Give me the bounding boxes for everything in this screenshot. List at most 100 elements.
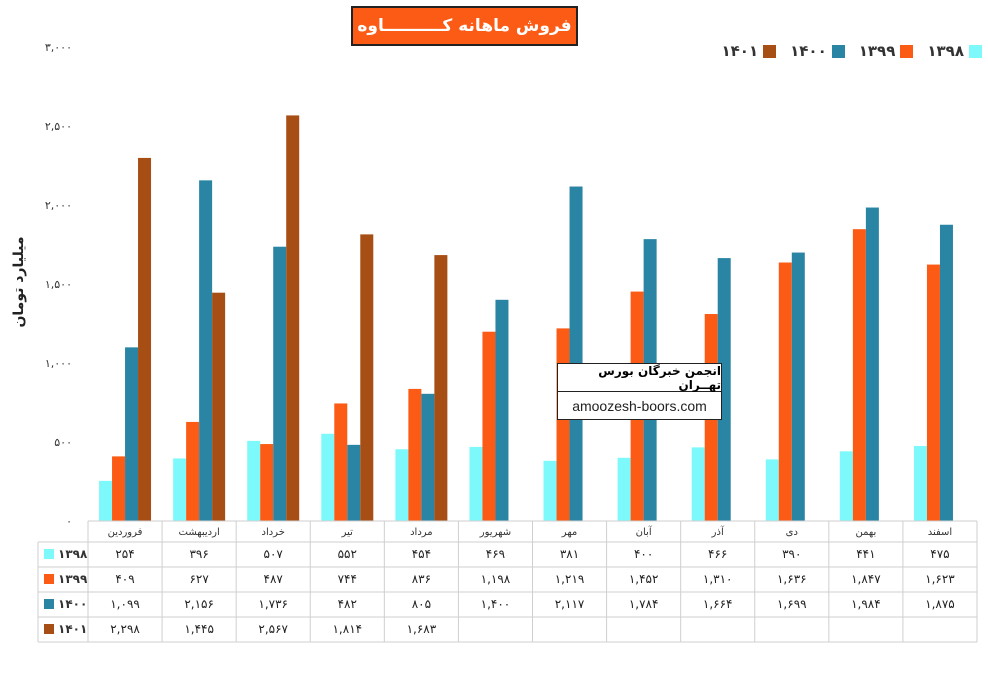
- data-label: ۸۳۶: [412, 572, 431, 586]
- bar: [186, 421, 200, 521]
- data-label: ۷۴۴: [338, 572, 357, 586]
- legend-item-1401: ۱۴۰۱: [722, 42, 777, 60]
- x-tick-label: شهریور: [479, 527, 511, 538]
- y-axis-label: میلیارد تومان: [11, 236, 27, 328]
- bar: [334, 403, 348, 521]
- table-legend-swatch: [44, 549, 54, 559]
- bar: [495, 299, 509, 521]
- table-legend-swatch: [44, 599, 54, 609]
- bar: [360, 234, 374, 521]
- bar: [99, 480, 113, 521]
- data-label: ۲,۱۵۶: [184, 597, 214, 611]
- bar: [913, 445, 927, 521]
- bar: [839, 451, 853, 521]
- data-label: ۶۲۷: [189, 572, 209, 586]
- bar: [260, 444, 274, 521]
- data-label: ۴۶۶: [708, 547, 727, 561]
- bar: [617, 457, 631, 521]
- bar: [112, 456, 126, 521]
- data-label: ۴۴۱: [856, 547, 875, 561]
- legend-label-1401: ۱۴۰۱: [721, 42, 759, 60]
- bar: [865, 207, 879, 521]
- x-tick-label: مرداد: [410, 527, 433, 538]
- watermark: انجمن خبرگان بورس تهــران amoozesh-boors…: [557, 363, 722, 420]
- data-label: ۸۰۵: [412, 597, 431, 611]
- legend-label-1399: ۱۳۹۹: [858, 42, 896, 60]
- legend-swatch-1401: [763, 44, 777, 58]
- x-tick-label: تیر: [341, 527, 354, 538]
- bar: [569, 186, 583, 521]
- bar: [765, 459, 779, 521]
- data-label: ۱,۶۸۳: [407, 622, 437, 636]
- bar: [691, 447, 705, 521]
- bar: [321, 433, 335, 521]
- data-label: ۱,۴۴۵: [184, 622, 214, 636]
- x-tick-label: فروردین: [108, 527, 143, 538]
- bar: [434, 255, 448, 521]
- data-label: ۱,۶۲۳: [925, 572, 955, 586]
- data-label: ۱,۲۱۹: [555, 572, 585, 586]
- data-label: ۱,۸۱۴: [332, 622, 362, 636]
- table-series-label: ۱۳۹۹: [58, 572, 88, 586]
- bar: [347, 444, 361, 521]
- bar: [852, 229, 866, 521]
- x-tick-label: اردیبهشت: [179, 527, 220, 538]
- x-tick-label: مهر: [561, 527, 577, 538]
- data-label: ۱,۸۴۷: [851, 572, 881, 586]
- data-label: ۳۸۱: [560, 547, 579, 561]
- legend-item-1400: ۱۴۰۰: [790, 42, 845, 60]
- watermark-url: amoozesh-boors.com: [572, 398, 707, 414]
- y-tick-label: ۰: [66, 515, 72, 528]
- data-label: ۱,۷۳۶: [258, 597, 288, 611]
- bar: [469, 446, 483, 521]
- bar: [173, 458, 187, 521]
- bar: [717, 258, 731, 521]
- bar: [791, 252, 805, 522]
- bar: [125, 347, 139, 521]
- bar: [395, 449, 409, 521]
- data-label: ۳۹۰: [782, 547, 801, 561]
- data-label: ۲,۱۱۷: [555, 597, 585, 611]
- data-label: ۱,۱۹۸: [481, 572, 511, 586]
- data-label: ۱,۳۱۰: [703, 572, 733, 586]
- bar: [273, 246, 287, 521]
- bar: [421, 393, 435, 521]
- data-label: ۲,۲۹۸: [110, 622, 140, 636]
- legend-label-1400: ۱۴۰۰: [790, 42, 827, 60]
- data-label: ۱,۶۶۴: [703, 597, 733, 611]
- data-label: ۴۷۵: [930, 547, 949, 561]
- x-tick-label: دی: [786, 527, 798, 538]
- legend-swatch-1399: [900, 44, 914, 58]
- data-label: ۴۸۷: [264, 572, 284, 586]
- data-label: ۲,۵۶۷: [258, 622, 288, 636]
- data-label: ۱,۸۷۵: [925, 597, 955, 611]
- legend: ۱۳۹۸ ۱۳۹۹ ۱۴۰۰ ۱۴۰۱: [722, 42, 982, 60]
- x-tick-label: آبان: [636, 525, 653, 538]
- bar: [926, 264, 940, 521]
- bar: [939, 224, 953, 521]
- legend-item-1399: ۱۳۹۹: [859, 42, 914, 60]
- bar: [286, 115, 300, 521]
- data-label: ۲۵۴: [115, 547, 134, 561]
- data-label: ۵۰۷: [264, 547, 284, 561]
- data-label: ۴۵۴: [412, 547, 431, 561]
- x-tick-label: بهمن: [855, 527, 876, 538]
- watermark-title: انجمن خبرگان بورس تهــران: [558, 364, 721, 392]
- data-label: ۱,۶۳۶: [777, 572, 807, 586]
- y-tick-label: ۲,۰۰۰: [45, 199, 72, 212]
- bar: [138, 157, 152, 521]
- bar: [543, 460, 557, 521]
- table-legend-swatch: [44, 574, 54, 584]
- data-label: ۱,۰۹۹: [110, 597, 140, 611]
- table-legend-swatch: [44, 624, 54, 634]
- data-label: ۱,۴۵۲: [629, 572, 659, 586]
- bar: [212, 292, 226, 521]
- data-label: ۴۶۹: [486, 547, 505, 561]
- data-label: ۳۹۶: [189, 547, 208, 561]
- data-label: ۴۰۰: [634, 547, 653, 561]
- legend-label-1398: ۱۳۹۸: [927, 42, 964, 60]
- table-series-label: ۱۴۰۰: [58, 597, 87, 611]
- legend-swatch-1398: [969, 44, 982, 58]
- table-series-label: ۱۳۹۸: [58, 547, 88, 561]
- data-label: ۴۰۹: [115, 572, 134, 586]
